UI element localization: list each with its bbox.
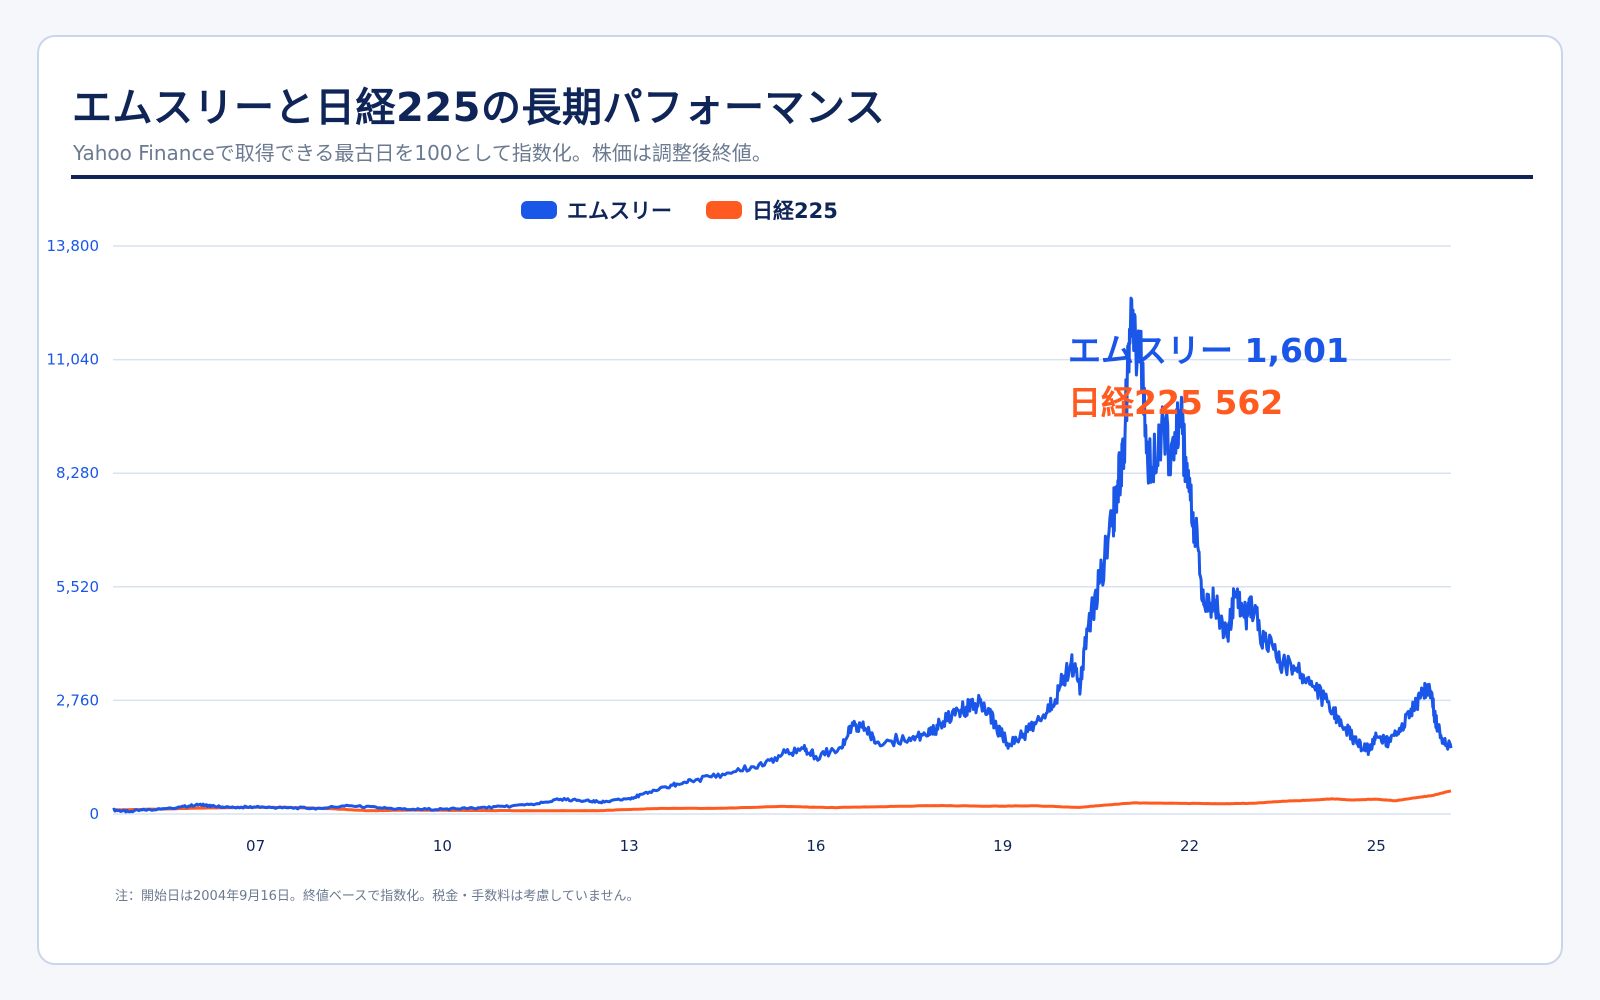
- x-tick-label: 07: [246, 837, 265, 855]
- y-tick-label: 13,800: [47, 237, 100, 255]
- x-tick-label: 25: [1367, 837, 1386, 855]
- legend-swatch-m3: [521, 201, 557, 219]
- y-tick-label: 8,280: [56, 464, 99, 482]
- x-tick-label: 10: [433, 837, 452, 855]
- page-subtitle: Yahoo Financeで取得できる最古日を100として指数化。株価は調整後終…: [73, 141, 772, 165]
- footnote: 注：開始日は2004年9月16日。終値ベースで指数化。税金・手数料は考慮していま…: [115, 889, 640, 904]
- legend-label-nikkei: 日経225: [752, 199, 838, 223]
- x-tick-label: 22: [1180, 837, 1199, 855]
- chart-card: エムスリーと日経225の長期パフォーマンス Yahoo Financeで取得でき…: [37, 35, 1563, 965]
- title-divider: [71, 175, 1533, 179]
- x-tick-label: 16: [806, 837, 825, 855]
- legend-item-nikkei[interactable]: 日経225: [706, 195, 838, 225]
- series-line-nikkei: [112, 789, 1452, 813]
- x-tick-label: 19: [993, 837, 1012, 855]
- end-label-m3: エムスリー 1,601: [1068, 331, 1349, 370]
- legend-label-m3: エムスリー: [567, 199, 672, 223]
- x-tick-label: 13: [620, 837, 639, 855]
- end-label-nikkei: 日経225 562: [1068, 383, 1283, 422]
- legend-item-m3[interactable]: エムスリー: [521, 195, 672, 225]
- y-tick-label: 0: [89, 805, 99, 823]
- chart-legend: エムスリー 日経225: [521, 195, 838, 225]
- y-tick-label: 5,520: [56, 578, 99, 596]
- y-tick-label: 11,040: [47, 351, 100, 369]
- series-line-m3: [112, 296, 1453, 814]
- y-tick-label: 2,760: [56, 691, 99, 709]
- legend-swatch-nikkei: [706, 201, 742, 219]
- page-title: エムスリーと日経225の長期パフォーマンス: [72, 85, 886, 131]
